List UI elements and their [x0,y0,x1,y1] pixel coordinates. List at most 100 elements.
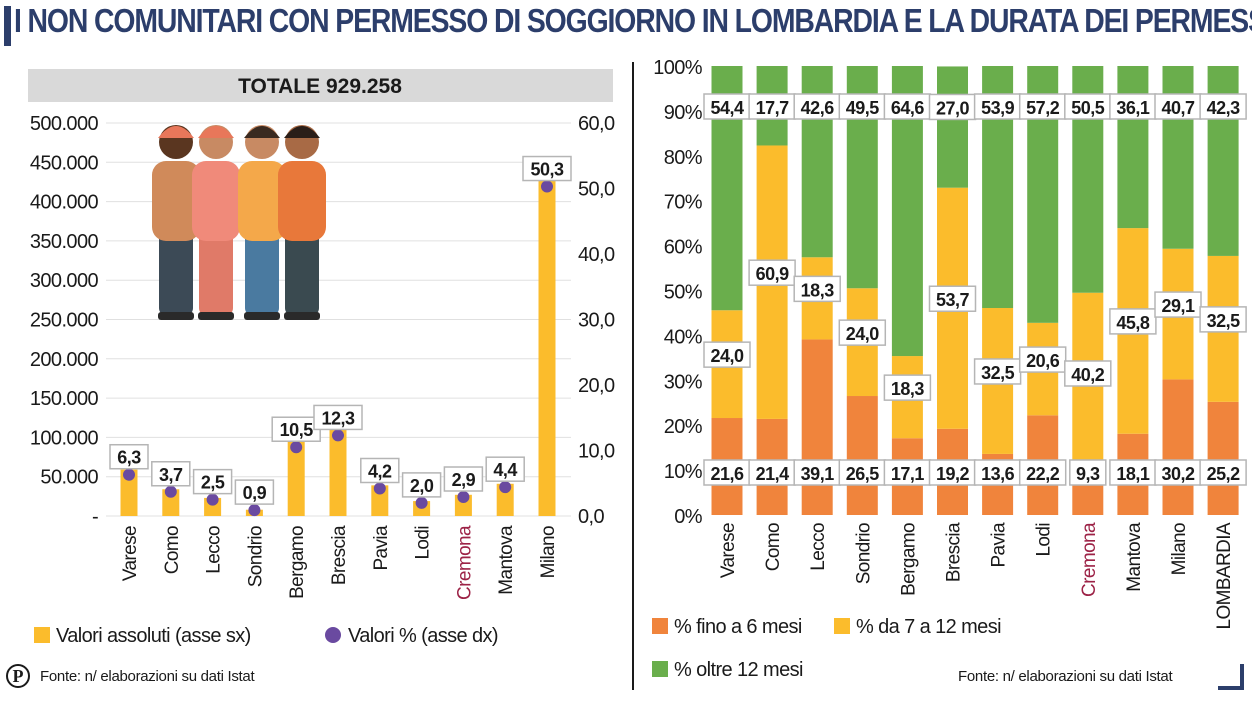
x-tick-label-sondrio: Sondrio [245,526,266,587]
x-tick-label-brescia: Brescia [944,522,965,582]
data-label: 24,0 [710,346,744,366]
bar-mantova [496,483,514,516]
x-tick-label-bergamo: Bergamo [287,526,308,599]
data-label: 36,1 [1116,98,1150,118]
data-label: 27,0 [936,98,970,118]
x-tick-label-lecco: Lecco [808,523,829,571]
data-label: 18,3 [801,280,835,300]
person-body [152,161,200,241]
data-label: 29,1 [1161,296,1195,316]
data-label: 18,3 [891,379,925,399]
x-tick-label-milano: Milano [1169,523,1190,575]
data-label: 12,3 [321,408,355,428]
x-tick-label-mantova: Mantova [1124,522,1145,592]
data-label-box [192,468,233,495]
people-illustration [152,125,326,320]
data-label-box [1109,93,1157,120]
bar-varese [120,469,138,516]
legend-label-absolute: Valori assoluti (asse sx) [56,625,251,647]
x-tick-label-bergamo: Bergamo [898,523,919,596]
data-label-box [443,466,484,492]
data-label: 4,4 [493,460,517,480]
y-tick-label: 0% [674,506,703,528]
data-label: 13,6 [981,464,1015,484]
data-label-box [271,416,321,442]
y-right-tick-label: 0,0 [578,506,604,528]
dot-bergamo [290,441,303,454]
page-title: I NON COMUNITARI CON PERMESSO DI SOGGIOR… [14,2,1252,39]
data-label-box [1018,459,1067,486]
segment-milano-0 [1162,379,1194,515]
dot-milano [541,180,553,193]
data-label-box [748,459,796,486]
legend-swatch-absolute [34,627,50,643]
data-label: 39,1 [801,464,835,484]
data-label: 0,9 [243,483,267,503]
data-label-box [401,472,442,498]
y-tick-label: 30% [664,371,703,393]
x-tick-label-como: Como [763,523,784,571]
legend-swatch-percent [325,627,341,643]
person-shoes [284,312,320,320]
y-left-tick-label: 50.000 [40,467,98,489]
right-source-note: Fonte: n/ elaborazioni su dati Istat [958,668,1173,685]
person-shoes [198,312,234,320]
data-label-box [703,93,751,120]
data-label-box [928,93,977,121]
data-label-box [1199,459,1247,486]
x-tick-label-milano: Milano [538,526,559,578]
segment-brescia-2 [937,66,968,188]
legend-label-1: % da 7 a 12 mesi [856,616,1001,638]
y-tick-label: 10% [664,461,703,483]
x-tick-label-brescia: Brescia [329,525,350,585]
data-label-box [883,374,932,401]
y-left-tick-label: 400.000 [30,192,99,214]
data-label: 50,5 [1071,98,1105,118]
data-label: 17,1 [891,464,925,484]
data-label-box [1154,291,1202,318]
data-label: 30,2 [1161,464,1195,484]
data-label-box [151,461,191,487]
data-label: 2,9 [452,470,476,490]
legend-label-0: % fino a 6 mesi [674,616,802,638]
dot-mantova [499,481,512,494]
x-tick-label-lombardia: LOMBARDIA [1214,522,1235,629]
x-tick-label-varese: Varese [718,523,739,578]
x-tick-label-mantova: Mantova [496,525,517,595]
data-label: 57,2 [1026,98,1060,118]
data-label-box [485,456,525,482]
dot-varese [123,468,135,481]
dot-sondrio [248,504,261,517]
data-label-box [838,93,887,120]
dot-lodi [415,496,428,509]
dot-como [164,485,177,498]
y-tick-label: 90% [664,102,703,124]
data-label-box [1064,93,1112,120]
data-label: 53,9 [981,98,1015,118]
data-label: 25,2 [1207,464,1241,484]
chart-divider [632,62,634,690]
data-label-box [1154,93,1202,120]
data-label: 2,5 [201,473,225,493]
y-left-tick-label: 200.000 [30,349,99,371]
y-left-tick-label: 500.000 [30,113,99,135]
data-label-box [838,459,887,486]
dot-pavia [373,482,386,495]
data-label-box [838,319,887,346]
data-label: 45,8 [1116,313,1150,333]
title-accent-bar [4,6,11,46]
person-body [192,161,240,241]
data-label: 3,7 [159,465,183,485]
data-label-box [1109,459,1157,486]
y-left-tick-label: - [92,506,98,528]
y-right-tick-label: 50,0 [578,179,615,201]
data-label: 6,3 [117,448,141,468]
data-label-box [748,259,796,286]
x-tick-label-cremona: Cremona [1079,522,1100,597]
data-label-box [928,285,977,312]
data-label: 64,6 [891,98,925,118]
data-label: 9,3 [1076,464,1100,484]
y-right-tick-label: 60,0 [578,113,615,135]
legend-swatch-2 [652,661,668,677]
data-label-box [793,275,841,303]
